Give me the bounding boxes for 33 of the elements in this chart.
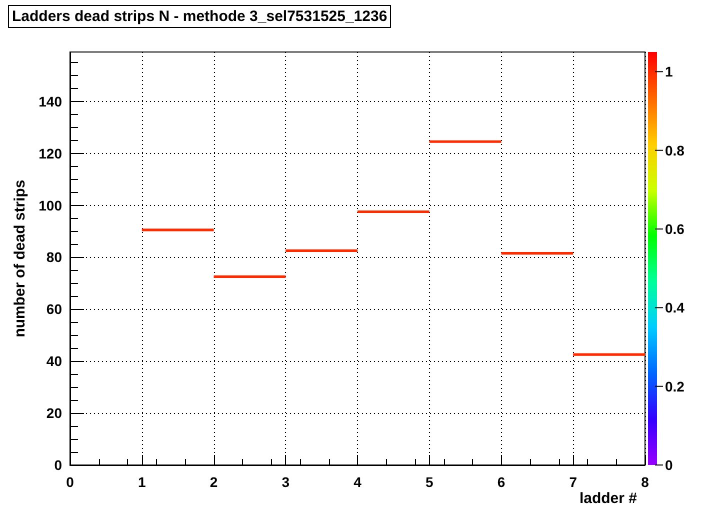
bar: [573, 353, 645, 356]
y-tick-label: 140: [38, 93, 62, 110]
x-tick-label: 8: [641, 474, 650, 490]
color-bar-label: 0.6: [665, 221, 685, 237]
bar: [286, 249, 358, 252]
y-axis-title: number of dead strips: [12, 180, 29, 338]
y-tick-label: 40: [46, 353, 62, 370]
x-tick-label: 2: [210, 474, 218, 490]
color-bar-label: 0.2: [665, 378, 685, 394]
color-bar-label: 0.8: [665, 142, 685, 158]
x-tick-label: 1: [138, 474, 146, 490]
y-tick-label: 60: [46, 301, 62, 318]
chart-title: Ladders dead strips N - methode 3_sel7531525_1236: [12, 8, 388, 25]
x-tick-label: 6: [497, 474, 506, 490]
bar: [501, 252, 574, 255]
bar: [214, 275, 286, 278]
x-tick-label: 5: [425, 474, 434, 490]
color-bar-label: 0.4: [665, 300, 685, 316]
color-bar-label: 0: [665, 457, 673, 473]
bar: [429, 140, 502, 143]
color-bar-label: 1: [665, 64, 673, 80]
x-tick-label: 7: [569, 474, 578, 490]
y-tick-label: 20: [46, 405, 62, 422]
bar: [358, 210, 430, 214]
y-tick-label: 120: [38, 145, 62, 162]
x-tick-label: 3: [282, 474, 290, 490]
x-axis-title: ladder #: [579, 490, 638, 507]
y-tick-label: 0: [54, 457, 62, 473]
x-tick-label: 0: [66, 474, 74, 490]
x-tick-label: 4: [354, 474, 362, 490]
bar: [142, 228, 214, 232]
y-tick-label: 80: [46, 249, 62, 266]
y-tick-label: 100: [38, 197, 62, 214]
